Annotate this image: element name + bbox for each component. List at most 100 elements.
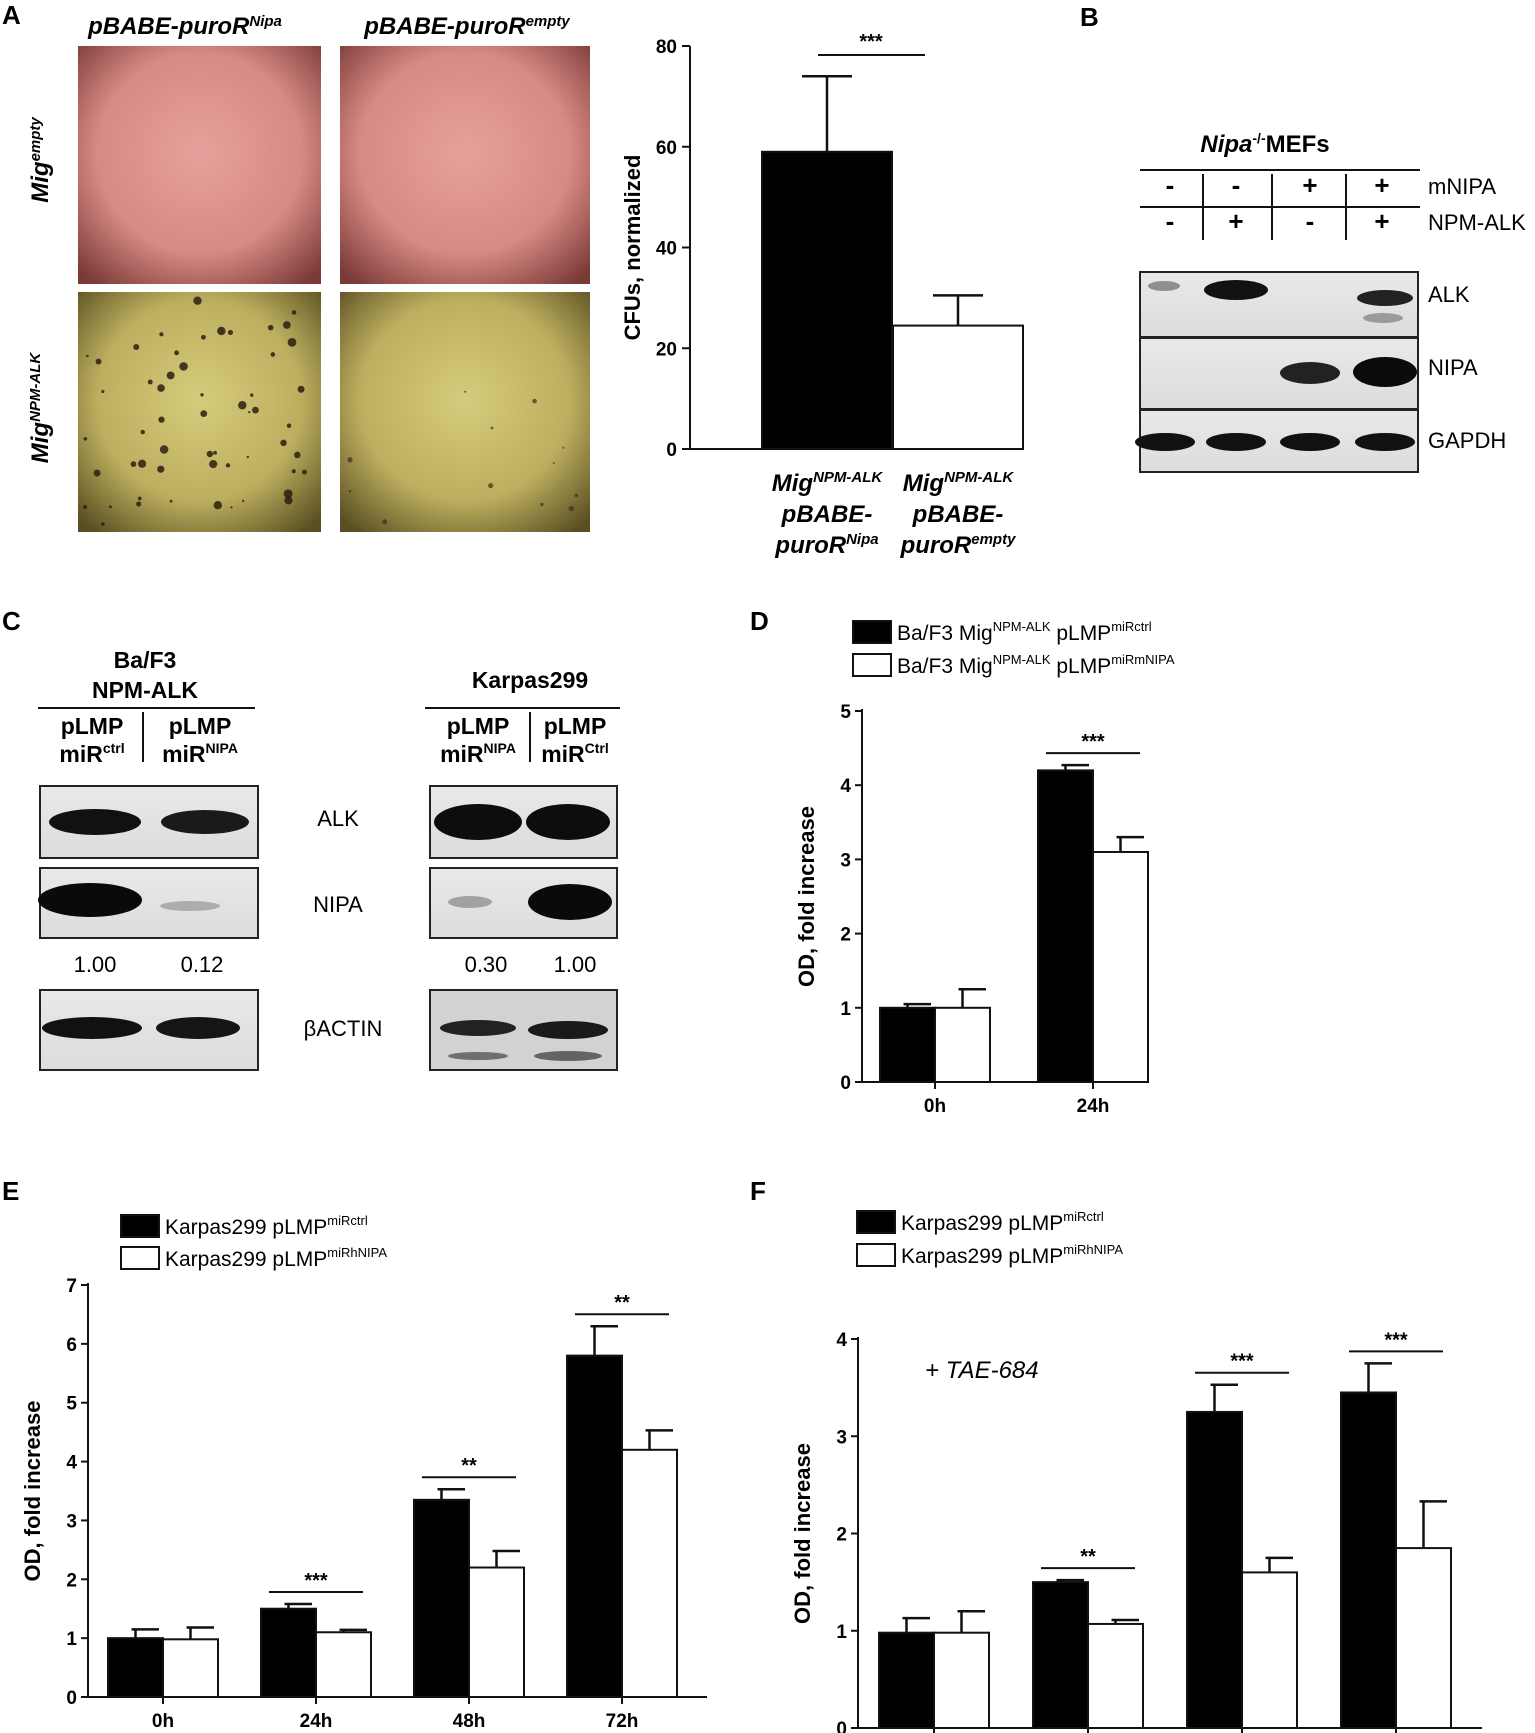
legend-label-part: Karpas299 pLMP [901,1245,1063,1268]
band [448,1052,508,1060]
colony [86,354,89,358]
x-tick-label: puroRNipa [774,531,878,559]
colony [287,337,297,347]
panel-letter-e: E [2,1176,19,1206]
legend-label-part: miRctrl [1111,619,1152,634]
colony [213,501,222,510]
colony [246,455,250,459]
plate-photo-nipa-npmalk [78,292,321,532]
significance-stars: *** [304,1570,328,1592]
bar [1087,1622,1144,1730]
x-tick-label: pBABE- [912,501,1004,528]
blot-label-actin-c: βACTIN [304,1016,383,1041]
band [528,884,612,920]
colony [302,469,307,475]
y-tick-label: 80 [656,37,677,58]
legend-label-part: miRctrl [1063,1209,1104,1224]
panel-a-col-header-1: pBABE-puroRNipa [87,13,282,40]
legend-swatch [856,1210,896,1234]
band [156,1017,240,1039]
colony [200,410,208,418]
condition-label-npm-alk: NPM-ALK [1428,210,1526,235]
colony [284,496,293,505]
x-tick-label: pBABE- [781,501,873,528]
legend-label-part: miRmNIPA [1111,652,1175,667]
x-tick-label: puroRempty [900,531,1016,559]
legend-label-part: Karpas299 pLMP [165,1216,327,1239]
legend-label: Karpas299 pLMPmiRhNIPA [165,1245,387,1271]
x-tick-label: 0h [924,1096,946,1117]
x-tick-label: 72h [606,1711,639,1732]
colony [206,450,214,458]
band [1280,362,1340,384]
colony [532,398,537,404]
bar [1032,1581,1089,1729]
bar [879,1006,936,1083]
panel-letter-a: A [2,0,21,30]
colony [270,352,276,357]
colony [93,469,101,477]
colony [140,429,145,435]
significance-stars: *** [1230,1351,1254,1373]
colony [248,410,251,414]
y-tick-label: 1 [840,999,851,1020]
panel-a-row-header-1: Migempty [27,117,54,203]
bar [892,324,1024,450]
blot-label-nipa: NIPA [1428,355,1478,380]
lane-label-r2-line1: pLMP [544,713,607,739]
band [1355,433,1415,451]
colony [238,401,247,410]
bar [621,1448,678,1699]
lane-label-l2-line1: pLMP [169,713,232,739]
panel-c-right-title: Karpas299 [472,667,588,693]
band [1206,433,1266,451]
condition-sign: + [1374,206,1389,236]
colony [283,489,293,499]
colony [169,499,173,503]
band [440,1020,516,1036]
bar [1340,1391,1397,1730]
colony [166,371,175,380]
panel-f-annotation: + TAE-684 [925,1357,1039,1384]
colony [282,321,291,329]
colony [158,416,165,423]
y-axis-label: OD, fold increase [794,806,819,987]
colony [291,310,297,315]
x-label-part: Mig [903,470,945,497]
colony [95,358,102,365]
legend-label-part: Ba/F3 Mig [897,622,993,645]
lane-label-r2-line2: miRCtrl [541,740,609,767]
x-tick-label: 48h [453,1711,486,1732]
legend-label-part: miRctrl [327,1213,368,1228]
lane-label-r1-line2: miRNIPA [440,740,516,767]
colony [157,384,165,392]
condition-sign: + [1228,206,1243,236]
significance-stars: ** [614,1292,630,1314]
bar [260,1607,317,1698]
legend-label-part: pLMP [1051,622,1112,645]
band [1363,313,1403,323]
x-label-part: puroR [774,532,846,559]
colony [213,450,217,455]
panel-letter-b: B [1080,2,1099,32]
colony [286,423,292,428]
legend-label-part: Karpas299 pLMP [901,1212,1063,1235]
legend-label-part: Karpas299 pLMP [165,1248,327,1271]
bar [566,1354,623,1698]
y-tick-label: 3 [840,850,851,871]
legend-label: Karpas299 pLMPmiRctrl [901,1209,1104,1235]
significance-stars: *** [1081,731,1105,753]
legend-label-part: miRhNIPA [1063,1242,1123,1257]
colony [209,460,218,469]
significance-stars: ** [1080,1546,1096,1568]
colony [157,465,165,473]
colony [137,496,142,501]
band [1357,290,1413,306]
plate-photo-nipa-empty [78,46,321,284]
colony [101,389,105,394]
colony [488,483,494,489]
band [161,810,249,834]
band [1353,357,1417,387]
lane-label-l2-line2: miRNIPA [162,740,238,767]
